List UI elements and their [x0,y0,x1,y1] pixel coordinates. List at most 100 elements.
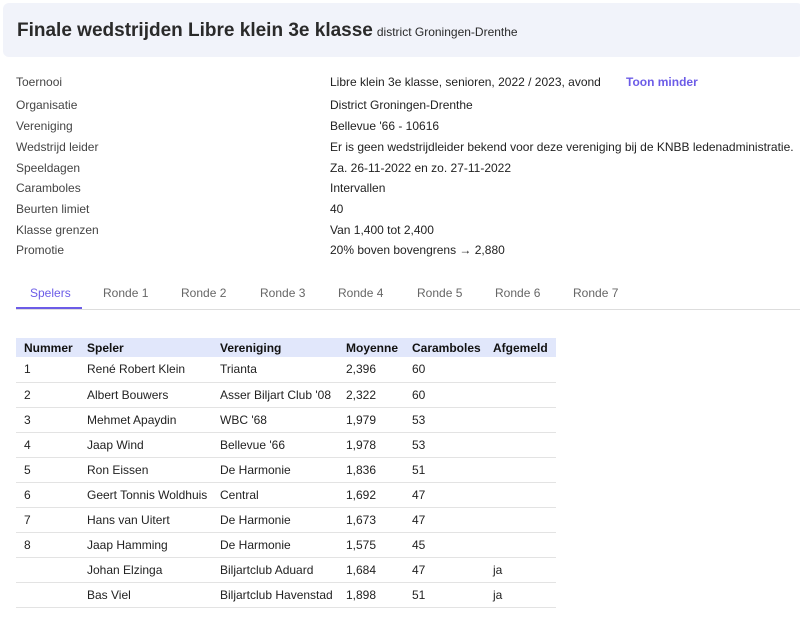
table-cell: 8 [16,532,79,558]
table-cell: 47 [404,482,485,508]
info-row: Wedstrijd leider Er is geen wedstrijdleid… [16,140,800,156]
table-cell: 7 [16,507,79,533]
table-cell: 2,396 [338,357,404,383]
table-cell: 2,322 [338,382,404,408]
table-cell [485,507,556,533]
column-header: Afgemeld [485,338,556,357]
table-cell: 1,836 [338,457,404,483]
table-row: Johan Elzinga Biljartclub Aduard 1,684 47 ja [16,557,556,583]
info-label: Vereniging [16,119,73,133]
tab-ronde-2[interactable]: Ronde 2 [181,286,227,300]
table-cell: 1,692 [338,482,404,508]
info-label: Wedstrijd leider [16,140,99,154]
table-row: 5 Ron Eissen De Harmonie 1,836 51 [16,457,556,483]
table-cell: 1,979 [338,407,404,433]
table-cell [16,582,79,608]
info-label: Speeldagen [16,161,81,175]
active-tab-indicator [16,307,82,309]
info-row: Vereniging Bellevue '66 - 10616 [16,119,800,135]
info-value: Er is geen wedstrijdleider bekend voor d… [330,140,794,154]
info-row: Toernooi Libre klein 3e klasse, senioren,… [16,75,800,91]
info-label: Toernooi [16,75,63,89]
tab-ronde-6[interactable]: Ronde 6 [495,286,541,300]
table-cell [485,482,556,508]
info-value: Van 1,400 tot 2,400 [330,223,434,237]
tab-ronde-4[interactable]: Ronde 4 [338,286,384,300]
table-cell: Biljartclub Havenstad [212,582,338,608]
info-label: Beurten limiet [16,202,90,216]
tab-ronde-1[interactable]: Ronde 1 [103,286,149,300]
table-cell: Hans van Uitert [79,507,212,533]
info-label: Caramboles [16,181,81,195]
info-row: Beurten limiet 40 [16,202,800,218]
info-value: Libre klein 3e klasse, senioren, 2022 / … [330,75,601,89]
table-cell: Asser Biljart Club '08 [212,382,338,408]
page-title: Finale wedstrijden Libre klein 3e klasse… [17,20,518,42]
table-row: Bas Viel Biljartclub Havenstad 1,898 51 ja [16,582,556,608]
column-header: Caramboles [404,338,485,357]
info-row: Klasse grenzen Van 1,400 tot 2,400 [16,223,800,239]
tab-bar: Spelers Ronde 1 Ronde 2 Ronde 3 Ronde 4 Ronde… [16,284,800,310]
table-cell [485,532,556,558]
tab-ronde-7[interactable]: Ronde 7 [573,286,619,300]
table-cell: ja [485,557,556,583]
info-value: 40 [330,202,344,216]
table-cell [485,407,556,433]
table-cell: 60 [404,357,485,383]
info-row: Speeldagen Za. 26-11-2022 en zo. 27-11-20… [16,161,800,177]
table-cell: Bellevue '66 [212,432,338,458]
tab-spelers[interactable]: Spelers [30,286,71,300]
table-row: 7 Hans van Uitert De Harmonie 1,673 47 [16,507,556,533]
table-cell [485,457,556,483]
table-row: 8 Jaap Hamming De Harmonie 1,575 45 [16,532,556,558]
info-row: Caramboles Intervallen [16,181,800,197]
table-cell: Jaap Hamming [79,532,212,558]
table-cell: Bas Viel [79,582,212,608]
info-row: Organisatie District Groningen-Drenthe [16,98,800,114]
info-label: Organisatie [16,98,78,112]
table-cell: WBC '68 [212,407,338,433]
toon-minder-link[interactable]: Toon minder [626,75,698,89]
page-subtitle: district Groningen-Drenthe [376,25,518,39]
table-cell: 1,673 [338,507,404,533]
table-cell [485,432,556,458]
table-cell: René Robert Klein [79,357,212,383]
column-header: Moyenne [338,338,404,357]
table-cell: 51 [404,582,485,608]
table-cell: De Harmonie [212,532,338,558]
table-cell: Mehmet Apaydin [79,407,212,433]
tab-ronde-3[interactable]: Ronde 3 [260,286,306,300]
table-cell: 1,978 [338,432,404,458]
table-row: 6 Geert Tonnis Woldhuis Central 1,692 47 [16,482,556,508]
info-value: Bellevue '66 - 10616 [330,119,440,133]
tab-ronde-5[interactable]: Ronde 5 [417,286,463,300]
table-cell: 51 [404,457,485,483]
table-row: 3 Mehmet Apaydin WBC '68 1,979 53 [16,407,556,433]
page-header: Finale wedstrijden Libre klein 3e klasse… [3,3,800,57]
table-cell: Johan Elzinga [79,557,212,583]
column-header: Speler [79,338,212,357]
table-cell: 4 [16,432,79,458]
table-cell: 60 [404,382,485,408]
table-row: 4 Jaap Wind Bellevue '66 1,978 53 [16,432,556,458]
table-cell: 1,898 [338,582,404,608]
players-table: Nummer Speler Vereniging Moyenne Caramboles A… [16,338,556,608]
table-cell: 2 [16,382,79,408]
info-value: 20% boven bovengrens → 2,880 [330,243,505,257]
table-cell: Geert Tonnis Woldhuis [79,482,212,508]
table-row: 2 Albert Bouwers Asser Biljart Club '08 2,3… [16,382,556,408]
table-cell: Biljartclub Aduard [212,557,338,583]
table-cell [16,557,79,583]
info-label: Klasse grenzen [16,223,99,237]
table-cell: Albert Bouwers [79,382,212,408]
table-cell: 53 [404,432,485,458]
info-value: District Groningen-Drenthe [330,98,473,112]
table-cell: De Harmonie [212,457,338,483]
table-cell [485,382,556,408]
table-cell: 1 [16,357,79,383]
table-cell: 53 [404,407,485,433]
title-text: Finale wedstrijden Libre klein 3e klasse [17,20,373,41]
info-label: Promotie [16,243,65,257]
info-value: Intervallen [330,181,386,195]
column-header: Nummer [16,338,79,357]
